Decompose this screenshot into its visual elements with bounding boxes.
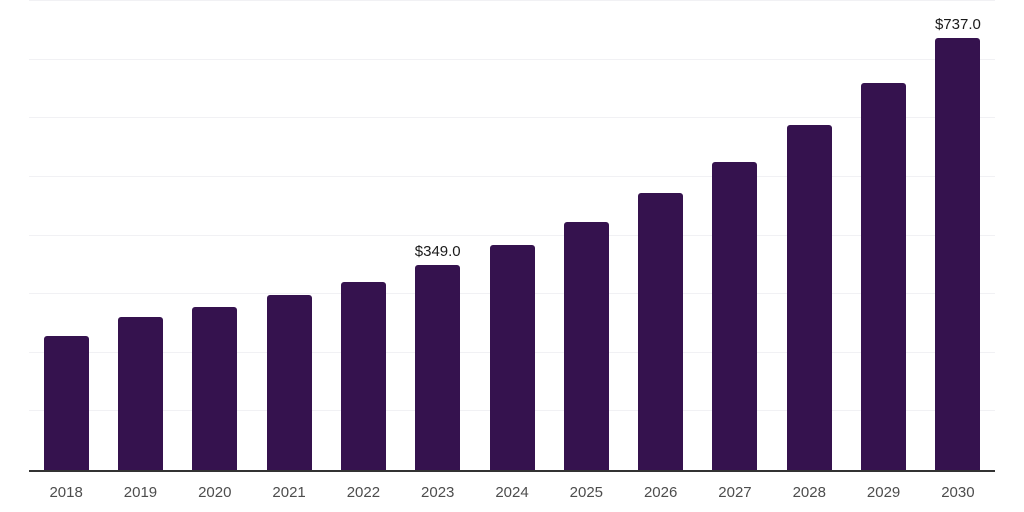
bar-column-2019 bbox=[103, 1, 177, 470]
bar-column-2030: $737.0 bbox=[921, 1, 995, 470]
gridline bbox=[29, 175, 995, 177]
gridline bbox=[29, 117, 995, 119]
bar-2019 bbox=[117, 317, 163, 470]
bar-column-2025 bbox=[549, 1, 623, 470]
x-tick-label-2023: 2023 bbox=[421, 484, 455, 501]
bar-2029 bbox=[861, 83, 907, 470]
bar-value-label-2030: $737.0 bbox=[934, 15, 981, 33]
bars-container: $349.0 $737.0 bbox=[29, 1, 995, 470]
bar-2024 bbox=[489, 244, 535, 470]
bar-column-2026 bbox=[624, 1, 698, 470]
x-tick-label-2028: 2028 bbox=[792, 484, 826, 501]
x-tick-label-2024: 2024 bbox=[495, 484, 529, 501]
bar-2027 bbox=[712, 161, 758, 470]
bar-2028 bbox=[786, 124, 832, 470]
bar-2025 bbox=[563, 222, 609, 470]
bar-column-2018 bbox=[29, 1, 103, 470]
x-tick-label-2030: 2030 bbox=[941, 484, 975, 501]
x-tick-label-2029: 2029 bbox=[866, 484, 901, 501]
x-tick-label-2019: 2019 bbox=[123, 484, 158, 501]
bar-2022 bbox=[340, 281, 386, 470]
bar-column-2021 bbox=[252, 1, 326, 470]
bar-2018 bbox=[43, 336, 89, 470]
gridline bbox=[29, 234, 995, 236]
bar-2030 bbox=[935, 37, 981, 470]
bar-2021 bbox=[266, 295, 312, 470]
gridline bbox=[29, 58, 995, 60]
gridline bbox=[29, 0, 995, 1]
x-tick-label-2021: 2021 bbox=[272, 484, 306, 501]
x-axis: 2018 2019 2020 2021 2022 2023 2024 2025 2026 2027… bbox=[29, 474, 995, 501]
x-tick-label-2025: 2025 bbox=[569, 484, 604, 501]
x-tick-label-2022: 2022 bbox=[346, 484, 381, 501]
bar-value-label-2023: $349.0 bbox=[414, 243, 461, 261]
bar-column-2029 bbox=[846, 1, 920, 470]
bar-column-2023: $349.0 bbox=[401, 1, 475, 470]
bar-column-2028 bbox=[772, 1, 846, 470]
bar-column-2022 bbox=[326, 1, 400, 470]
x-tick-label-2027: 2027 bbox=[718, 484, 752, 501]
bar-2020 bbox=[192, 307, 238, 470]
x-tick-label-2026: 2026 bbox=[643, 484, 678, 501]
plot-area: $349.0 $737.0 bbox=[29, 0, 995, 472]
bar-column-2020 bbox=[178, 1, 252, 470]
x-tick-label-2020: 2020 bbox=[198, 484, 232, 501]
bar-column-2027 bbox=[698, 1, 772, 470]
bar-2023 bbox=[415, 265, 461, 470]
bar-2026 bbox=[638, 193, 684, 470]
x-tick-label-2018: 2018 bbox=[49, 484, 83, 501]
bar-column-2024 bbox=[475, 1, 549, 470]
